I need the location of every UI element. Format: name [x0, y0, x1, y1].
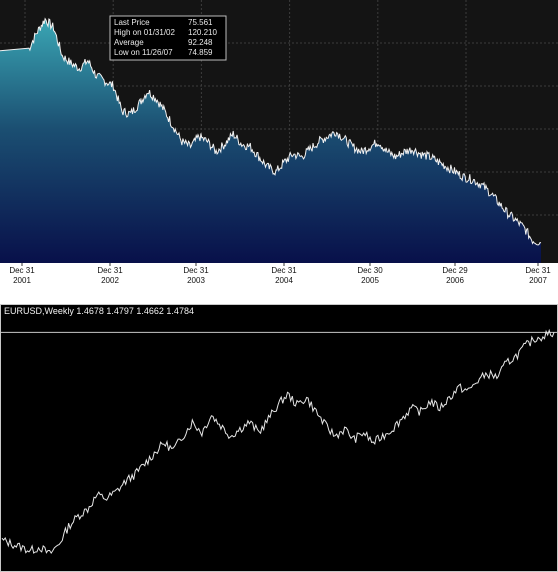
legend-label-0: Last Price	[114, 18, 150, 27]
legend-value-3: 74.859	[188, 48, 213, 57]
eurusd-weekly-chart: EURUSD,Weekly 1.4678 1.4797 1.4662 1.478…	[0, 304, 558, 572]
legend-label-2: Average	[114, 38, 144, 47]
price-area	[0, 18, 541, 264]
price-history-chart: Dec 31 2001 Dec 31 2002 Dec 31 2003 Dec 31 2004…	[0, 0, 558, 288]
legend-value-0: 75.561	[188, 18, 213, 27]
eurusd-price-line	[1, 328, 555, 555]
legend-value-2: 92.248	[188, 38, 213, 47]
eurusd-weekly-svg: EURUSD,Weekly 1.4678 1.4797 1.4662 1.478…	[0, 304, 558, 572]
legend-value-1: 120.210	[188, 28, 217, 37]
x-tick-year: 2002	[101, 276, 119, 285]
x-tick-day: Dec 31	[9, 266, 35, 275]
legend-label-3: Low on 11/26/07	[114, 48, 173, 57]
chart-header: EURUSD,Weekly 1.4678 1.4797 1.4662 1.478…	[4, 306, 194, 316]
x-tick-day: Dec 29	[442, 266, 468, 275]
x-tick-day: Dec 31	[183, 266, 209, 275]
x-tick-day: Dec 31	[525, 266, 551, 275]
legend-label-1: High on 01/31/02	[114, 28, 175, 37]
plot-frame	[0, 304, 558, 572]
x-tick-year: 2006	[446, 276, 464, 285]
x-axis-band	[0, 263, 558, 288]
x-tick-year: 2004	[275, 276, 293, 285]
legend-box: Last Price 75.561 High on 01/31/02 120.2…	[109, 15, 227, 61]
x-tick-year: 2003	[187, 276, 205, 285]
x-tick-year: 2007	[529, 276, 547, 285]
price-line	[0, 17, 542, 246]
x-tick-year: 2005	[361, 276, 379, 285]
x-tick-day: Dec 31	[97, 266, 123, 275]
x-tick-year: 2001	[13, 276, 31, 285]
x-tick-day: Dec 30	[357, 266, 383, 275]
x-tick-day: Dec 31	[271, 266, 297, 275]
